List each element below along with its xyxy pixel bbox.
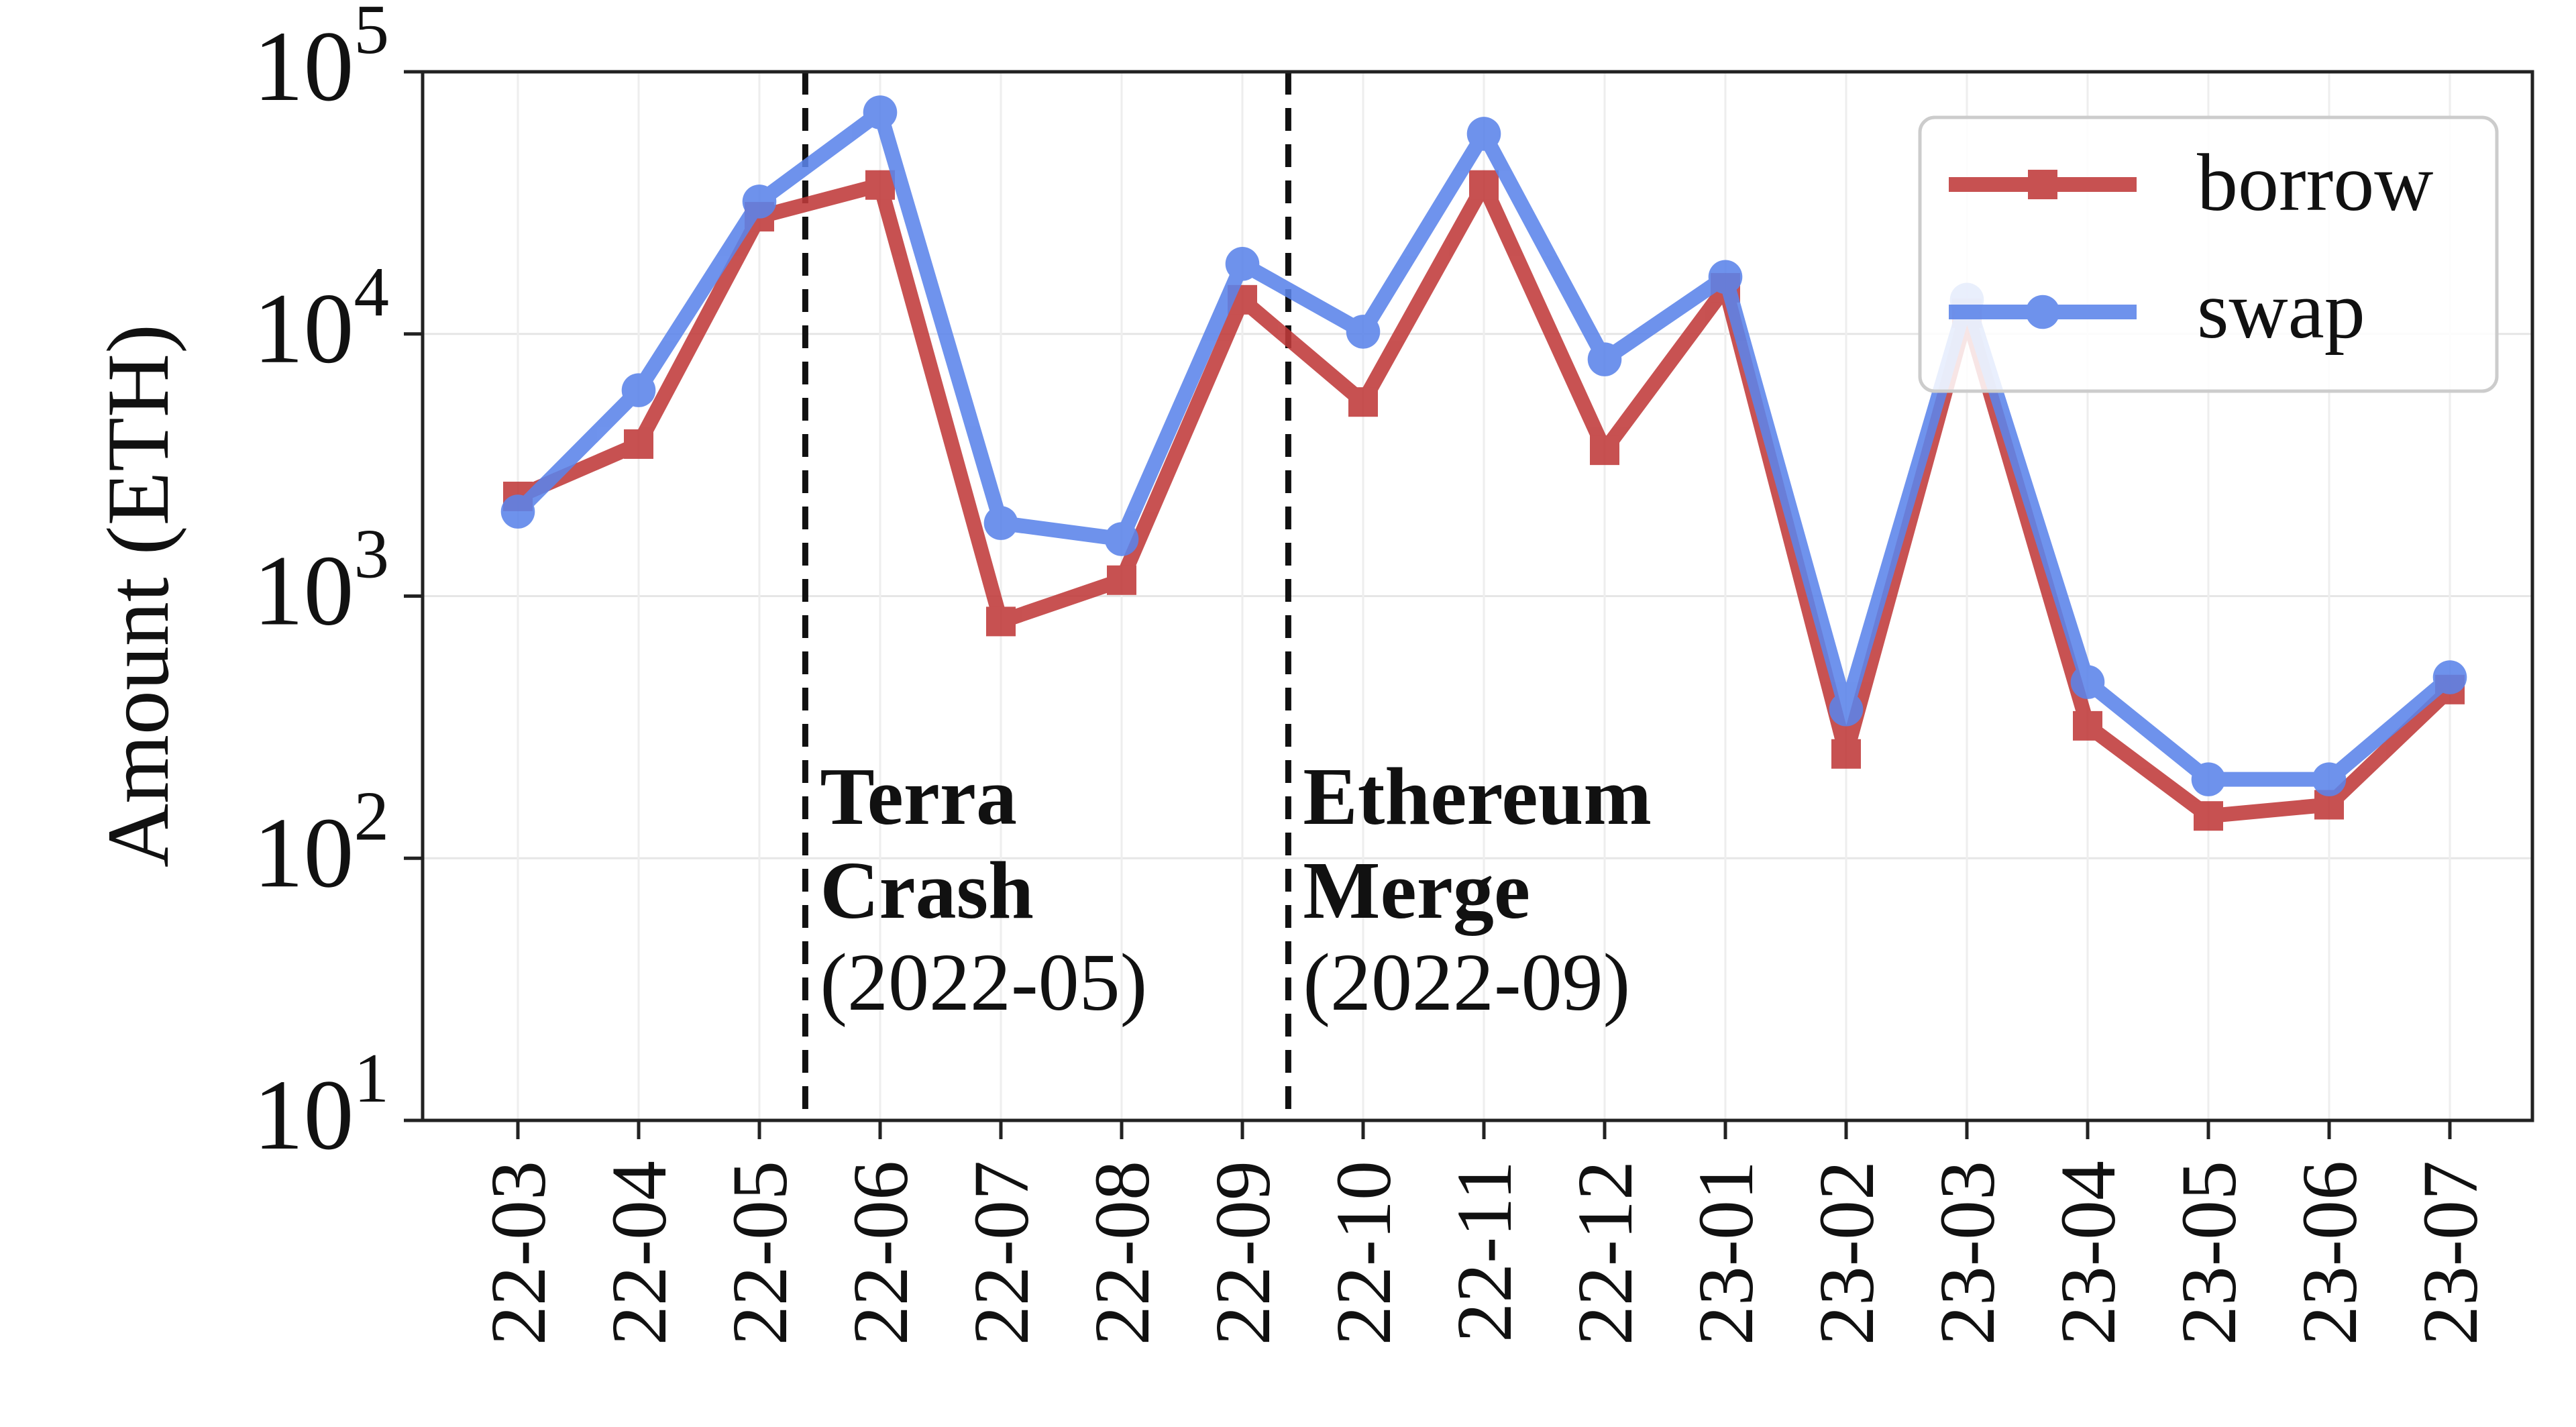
- data-point-swap: [1587, 342, 1622, 376]
- x-tick-label: 22-11: [1440, 1161, 1528, 1342]
- data-point-swap: [1104, 522, 1139, 556]
- x-tick-label: 23-07: [2406, 1161, 2494, 1345]
- data-point-swap: [1829, 692, 1864, 727]
- annotation-bold-line: Merge: [1303, 845, 1530, 936]
- x-tick-label: 22-07: [957, 1161, 1045, 1345]
- x-tick-label: 22-09: [1199, 1161, 1287, 1345]
- data-point-swap: [863, 95, 898, 129]
- annotation-bold-line: Ethereum: [1303, 751, 1652, 842]
- legend[interactable]: borrow swap: [1918, 115, 2499, 393]
- data-point-swap: [1466, 117, 1501, 151]
- y-tick-label: 101: [254, 1039, 390, 1171]
- data-point-borrow: [2073, 710, 2102, 741]
- data-point-swap: [2191, 762, 2226, 796]
- data-point-swap: [1225, 247, 1260, 281]
- data-point-swap: [2432, 660, 2467, 694]
- data-point-swap: [2312, 762, 2347, 796]
- y-tick-label: 103: [254, 515, 390, 647]
- annotation-date: (2022-05): [820, 937, 1147, 1028]
- legend-item-swap[interactable]: [1949, 295, 2137, 329]
- annotation-bold-line: Terra: [820, 751, 1017, 842]
- data-point-borrow: [986, 606, 1016, 637]
- x-tick-label: 23-06: [2286, 1161, 2373, 1345]
- data-point-swap: [742, 184, 777, 219]
- y-tick-label: 102: [254, 776, 390, 908]
- x-ticks: 22-03 22-04 22-05 22-06 22-07 22-08 22-09 22-10…: [474, 1120, 2494, 1345]
- x-tick-label: 22-03: [474, 1161, 562, 1345]
- data-point-borrow: [1107, 565, 1136, 595]
- y-ticks: 101 102 103 104 105: [254, 0, 423, 1171]
- data-point-borrow: [1831, 739, 1861, 769]
- legend-label: borrow: [2197, 138, 2433, 228]
- data-point-swap: [1346, 315, 1381, 349]
- x-tick-label: 22-08: [1078, 1161, 1166, 1345]
- data-point-borrow: [865, 170, 895, 200]
- data-point-borrow: [1348, 387, 1378, 417]
- data-point-swap: [1708, 260, 1743, 295]
- event-lines: [802, 72, 1291, 1120]
- legend-item-borrow[interactable]: [1949, 170, 2137, 199]
- x-tick-label: 23-01: [1682, 1161, 1770, 1345]
- data-point-borrow: [2194, 801, 2223, 831]
- legend-marker: [2028, 170, 2057, 199]
- x-tick-label: 23-04: [2044, 1161, 2132, 1345]
- legend-label: swap: [2197, 265, 2365, 356]
- x-tick-label: 22-05: [716, 1161, 804, 1345]
- x-tick-label: 22-06: [837, 1161, 924, 1345]
- x-tick-label: 22-04: [595, 1161, 683, 1345]
- series-swap: [500, 95, 2467, 796]
- data-point-swap: [2070, 665, 2105, 699]
- y-axis-label: Amount (ETH): [89, 324, 187, 867]
- x-tick-label: 22-12: [1561, 1161, 1649, 1345]
- data-point-borrow: [1590, 435, 1619, 466]
- annotation-date: (2022-09): [1303, 937, 1630, 1028]
- x-tick-label: 23-02: [1803, 1161, 1890, 1345]
- series-layer: [500, 95, 2467, 831]
- y-tick-label: 104: [254, 252, 390, 384]
- legend-marker: [2025, 295, 2060, 329]
- annotation-bold-line: Crash: [820, 845, 1034, 936]
- data-point-swap: [621, 373, 656, 407]
- x-tick-label: 23-03: [1923, 1161, 2011, 1345]
- data-point-swap: [500, 494, 535, 529]
- data-point-swap: [983, 506, 1018, 540]
- x-tick-label: 23-05: [2165, 1161, 2253, 1345]
- y-tick-label: 105: [254, 0, 390, 122]
- data-point-borrow: [1469, 170, 1499, 200]
- data-point-borrow: [624, 429, 653, 459]
- x-tick-label: 22-10: [1320, 1161, 1407, 1345]
